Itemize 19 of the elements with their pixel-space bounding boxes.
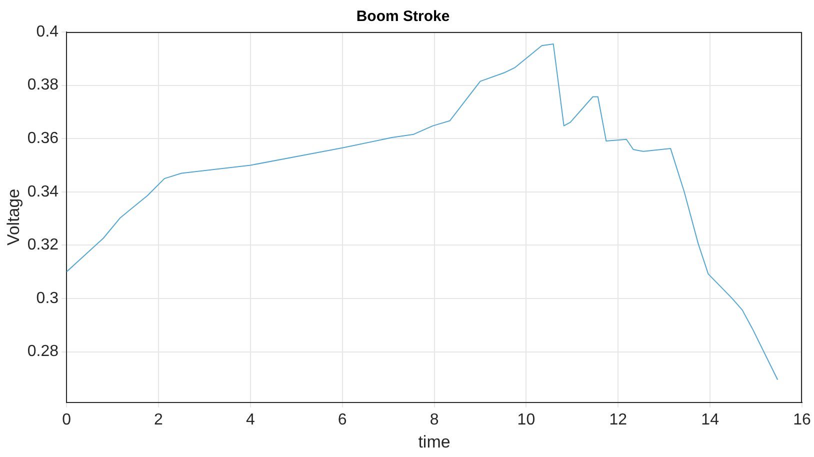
x-tick-label: 0	[62, 411, 72, 428]
y-tick-label: 0.3	[36, 290, 59, 307]
x-tick-label: 6	[338, 411, 347, 428]
x-tick-label: 16	[793, 411, 811, 428]
x-tick-label: 8	[430, 411, 439, 428]
y-axis-title: Voltage	[4, 188, 23, 246]
chart-title: Boom Stroke	[356, 8, 450, 26]
y-tick-label: 0.34	[27, 183, 59, 200]
x-tick-label: 14	[701, 411, 720, 428]
x-axis-title: time	[418, 432, 450, 452]
y-tick-label: 0.38	[27, 76, 59, 94]
x-tick-label: 2	[154, 411, 164, 428]
y-tick-label: 0.32	[27, 236, 59, 254]
x-tick-label: 4	[246, 411, 255, 428]
y-tick-label: 0.4	[36, 23, 59, 40]
y-tick-label: 0.28	[27, 343, 59, 360]
x-tick-label: 12	[609, 411, 628, 428]
x-tick-label: 10	[517, 411, 536, 428]
y-tick-label: 0.36	[27, 130, 59, 147]
